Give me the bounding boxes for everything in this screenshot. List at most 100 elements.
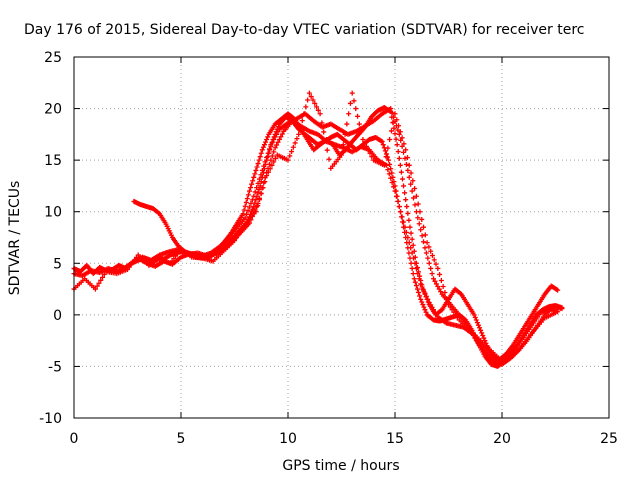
data-point-marker (429, 271, 435, 277)
data-point-marker (406, 174, 412, 180)
data-point-marker (262, 179, 268, 185)
data-point-marker (380, 142, 386, 148)
data-point-marker (405, 167, 411, 173)
data-point-marker (259, 147, 265, 153)
data-point-marker (319, 120, 325, 126)
data-point-marker (314, 104, 320, 110)
data-point-marker (409, 188, 415, 194)
data-point-marker (383, 154, 389, 160)
data-point-marker (413, 265, 419, 271)
chart-title: Day 176 of 2015, Sidereal Day-to-day VTE… (24, 22, 584, 38)
data-point-marker (421, 224, 427, 230)
data-point-marker (389, 170, 395, 176)
data-point-marker (387, 161, 393, 167)
grid-layer (74, 57, 609, 418)
data-point-marker (258, 150, 264, 156)
data-point-marker (315, 107, 321, 113)
data-point-marker (399, 214, 405, 220)
data-point-marker (416, 221, 422, 227)
data-point-marker (308, 94, 314, 100)
data-point-marker (397, 129, 403, 135)
y-tick-label: 10 (44, 205, 62, 221)
data-point-marker (240, 224, 246, 230)
data-point-marker (233, 235, 239, 241)
data-point-marker (431, 276, 437, 282)
data-point-marker (406, 240, 412, 246)
data-point-marker (297, 124, 303, 130)
x-tick-label: 15 (386, 431, 404, 447)
y-tick-label: 5 (53, 256, 62, 272)
data-point-marker (408, 170, 414, 176)
data-point-marker (435, 265, 441, 271)
data-point-marker (246, 204, 252, 210)
data-point-marker (387, 137, 393, 143)
data-point-marker (403, 197, 409, 203)
data-point-marker (269, 139, 275, 145)
data-point-marker (278, 134, 284, 140)
data-point-marker (279, 131, 285, 137)
x-tick-label: 10 (279, 431, 297, 447)
data-point-marker (472, 314, 478, 320)
data-point-marker (322, 138, 328, 144)
data-point-marker (259, 167, 265, 173)
data-point-marker (242, 203, 248, 209)
data-point-marker (292, 140, 298, 146)
data-point-marker (425, 255, 431, 261)
data-point-marker (390, 119, 396, 125)
data-point-marker (419, 284, 425, 290)
data-point-marker (406, 217, 412, 223)
axis-ticks (73, 56, 610, 419)
data-point-marker (388, 175, 394, 181)
data-point-marker (477, 325, 483, 331)
x-tick-label: 5 (177, 431, 186, 447)
data-point-marker (418, 227, 424, 233)
data-point-marker (412, 279, 418, 285)
data-point-marker (481, 335, 487, 341)
data-point-marker (363, 143, 369, 149)
data-point-marker (262, 159, 268, 165)
data-point-marker (344, 121, 350, 127)
data-point-marker (365, 147, 371, 153)
data-point-marker (408, 181, 414, 187)
data-point-marker (351, 98, 357, 104)
y-tick-labels: -10 -5 0 5 10 15 20 25 (39, 50, 62, 427)
data-point-marker (415, 201, 421, 207)
data-point-marker (255, 203, 261, 209)
data-point-marker (251, 174, 257, 180)
data-point-marker (420, 302, 426, 308)
data-point-marker (431, 257, 437, 263)
data-point-marker (394, 142, 400, 148)
data-point-marker (404, 204, 410, 210)
x-tick-label: 25 (600, 431, 618, 447)
data-point-marker (306, 90, 312, 96)
data-point-marker (413, 283, 419, 289)
data-point-marker (428, 265, 434, 271)
data-point-marker (447, 304, 453, 310)
x-tick-labels: 0 5 10 15 20 25 (70, 431, 618, 447)
data-point-marker (395, 149, 401, 155)
data-point-marker (100, 274, 106, 280)
data-point-marker (243, 199, 249, 205)
data-point-marker (398, 169, 404, 175)
data-point-marker (553, 310, 558, 316)
data-point-marker (412, 260, 418, 266)
data-point-marker (401, 219, 407, 225)
data-point-marker (272, 145, 278, 151)
data-point-marker (410, 178, 416, 184)
data-point-marker (391, 125, 397, 131)
data-point-marker (414, 286, 420, 292)
data-point-marker (360, 137, 366, 143)
data-point-marker (267, 166, 273, 172)
data-point-marker (392, 131, 398, 137)
data-point-marker (303, 104, 309, 110)
data-point-marker (272, 134, 278, 140)
data-point-marker (414, 265, 420, 271)
data-point-marker (385, 145, 391, 151)
data-point-marker (388, 128, 394, 134)
y-tick-label: -10 (39, 411, 62, 427)
data-point-marker (362, 140, 368, 146)
data-point-marker (393, 136, 399, 142)
data-point-marker (421, 287, 427, 293)
data-point-marker (232, 238, 237, 244)
data-point-marker (451, 309, 457, 315)
